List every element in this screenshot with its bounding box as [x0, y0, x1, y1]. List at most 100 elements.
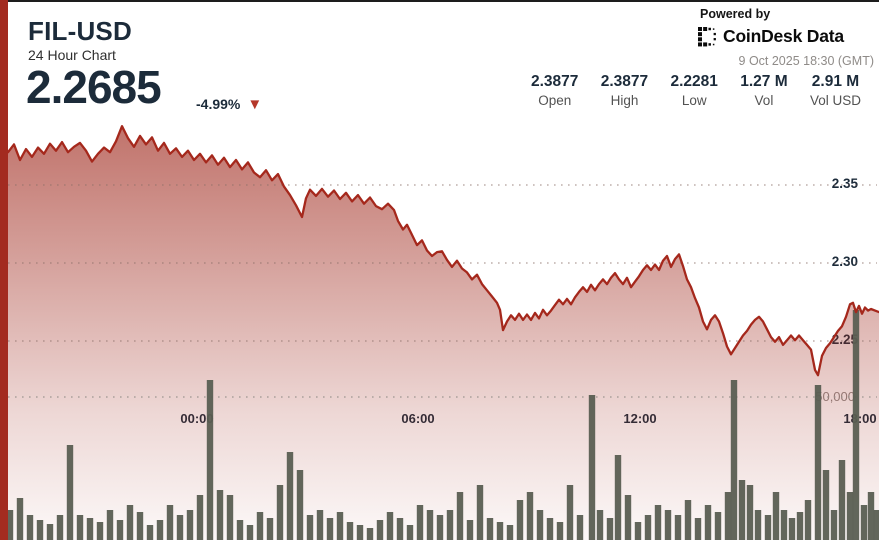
stat-high: 2.3877 High	[601, 73, 648, 108]
stat-open: 2.3877 Open	[531, 73, 578, 108]
volume-bar	[396, 518, 404, 540]
volume-bar	[846, 492, 854, 540]
stat-low: 2.2281 Low	[671, 73, 718, 108]
volume-bar	[216, 490, 224, 540]
stat-low-label: Low	[681, 93, 707, 108]
volume-bar	[654, 505, 662, 540]
volume-bar	[476, 485, 484, 540]
price-area-fill	[8, 126, 879, 540]
volume-bar	[852, 310, 860, 540]
volume-bar	[867, 492, 875, 540]
volume-bar	[873, 510, 879, 540]
volume-bar	[46, 524, 54, 540]
volume-bar	[116, 520, 124, 540]
volume-bar	[754, 510, 762, 540]
volume-bar	[614, 455, 622, 540]
change-percent: -4.99%	[196, 96, 241, 112]
down-triangle-icon: ▼	[247, 95, 263, 113]
volume-bar	[684, 500, 692, 540]
stat-open-value: 2.3877	[531, 73, 579, 90]
volume-bar	[6, 510, 14, 540]
volume-bar	[66, 445, 74, 540]
price-line	[6, 125, 879, 377]
volume-bar	[566, 485, 574, 540]
volume-bar	[96, 522, 104, 540]
left-accent-stripe	[0, 0, 8, 540]
volume-bar	[456, 492, 464, 540]
volume-bar	[426, 510, 434, 540]
volume-bar	[176, 515, 184, 540]
volume-bar	[226, 495, 234, 540]
timestamp: 9 Oct 2025 18:30 (GMT)	[738, 54, 874, 68]
volume-bar	[86, 518, 94, 540]
volume-bar	[546, 518, 554, 540]
volume-bar	[606, 518, 614, 540]
volume-bar	[764, 515, 772, 540]
volume-bar	[730, 380, 738, 540]
volume-bar	[386, 512, 394, 540]
y-axis-tick-2.30: 2.30	[831, 254, 858, 269]
volume-bar	[326, 518, 334, 540]
volume-bar	[36, 520, 44, 540]
y-axis-tick-2.35: 2.35	[831, 176, 858, 191]
volume-bar	[506, 525, 514, 540]
volume-bar	[346, 522, 354, 540]
volume-bar	[306, 515, 314, 540]
volume-bar	[556, 522, 564, 540]
symbol-title: FIL-USD	[28, 16, 132, 46]
volume-bar	[256, 512, 264, 540]
volume-bar	[796, 512, 804, 540]
volume-bar	[466, 520, 474, 540]
stat-open-label: Open	[538, 93, 572, 108]
volume-bar	[596, 510, 604, 540]
volume-bar	[674, 515, 682, 540]
volume-bar	[136, 512, 144, 540]
volume-bar	[106, 510, 114, 540]
volume-bar	[446, 510, 454, 540]
coindesk-logo-icon	[698, 26, 716, 46]
volume-bar	[772, 492, 780, 540]
volume-bar	[496, 522, 504, 540]
stat-high-value: 2.3877	[600, 73, 649, 90]
top-border-line	[8, 0, 879, 2]
volume-bar	[16, 498, 24, 540]
volume-bar	[26, 515, 34, 540]
volume-bar	[276, 485, 284, 540]
volume-bar	[126, 505, 134, 540]
stat-vol: 1.27 M Vol	[740, 73, 787, 108]
volume-bar	[738, 480, 746, 540]
powered-by-label: Powered by	[700, 7, 771, 21]
volume-bar	[694, 518, 702, 540]
stat-low-value: 2.2281	[670, 73, 718, 90]
volume-bar	[634, 522, 642, 540]
volume-bar	[376, 520, 384, 540]
volume-bar	[644, 515, 652, 540]
volume-bar	[526, 492, 534, 540]
volume-bar	[186, 510, 194, 540]
volume-bar	[336, 512, 344, 540]
volume-bar	[416, 505, 424, 540]
volume-bar	[814, 385, 822, 540]
volume-bar	[246, 525, 254, 540]
volume-bar	[266, 518, 274, 540]
volume-bar	[822, 470, 830, 540]
volume-bar	[838, 460, 846, 540]
price-change: -4.99% ▼	[196, 96, 262, 112]
stats-row: 2.3877 Open 2.3877 High 2.2281 Low 1.27 …	[531, 73, 861, 108]
volume-bar	[356, 525, 364, 540]
stat-high-label: High	[610, 93, 639, 108]
volume-bar	[536, 510, 544, 540]
volume-bar	[624, 495, 632, 540]
volume-bar	[366, 528, 374, 540]
volume-bar	[76, 515, 84, 540]
volume-bar	[788, 518, 796, 540]
volume-bar	[296, 470, 304, 540]
stat-vol-label: Vol	[754, 93, 774, 108]
volume-bar	[714, 512, 722, 540]
volume-bar	[724, 492, 732, 540]
stat-vol-usd-label: Vol USD	[809, 93, 861, 108]
volume-bar	[146, 525, 154, 540]
